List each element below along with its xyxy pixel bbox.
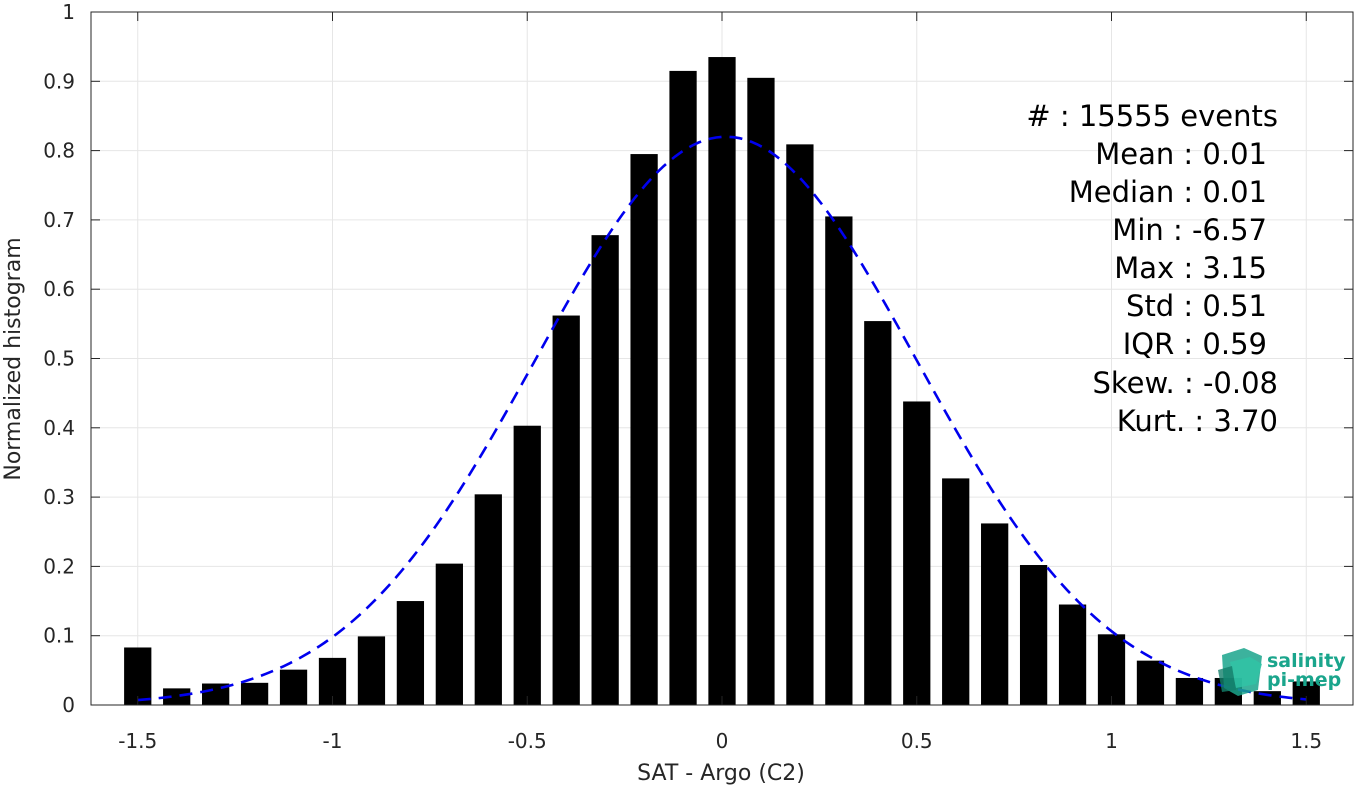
histogram-bar [1058, 604, 1087, 705]
x-tick-label: -1 [323, 729, 343, 753]
histogram-bars [124, 57, 1320, 706]
logo-text-line1: salinity [1267, 650, 1346, 672]
salinity-pi-mep-logo: salinity pi-mep [1218, 648, 1346, 696]
histogram-bar [1019, 565, 1048, 705]
histogram-bar [591, 235, 619, 705]
histogram-bar [825, 216, 853, 705]
y-tick-label: 0.3 [43, 485, 75, 509]
y-tick-label: 0 [62, 693, 75, 717]
x-tick-label: 1.5 [1290, 729, 1322, 753]
histogram-bar [124, 647, 152, 705]
stat-min: Min : -6.57 [1112, 213, 1267, 247]
stat-skew: Skew. : -0.08 [1092, 366, 1278, 400]
stat-max: Max : 3.15 [1114, 251, 1267, 285]
histogram-bar [669, 70, 697, 705]
y-tick-label: 0.4 [43, 416, 75, 440]
y-tick-label: 0.1 [43, 624, 75, 648]
stat-count: # : 15555 events [1026, 99, 1278, 133]
histogram-bar [435, 563, 463, 705]
histogram-bar [396, 601, 425, 705]
stat-iqr: IQR : 0.59 [1123, 327, 1267, 361]
histogram-bar [1253, 691, 1281, 705]
y-tick-label: 0.7 [43, 208, 75, 232]
stat-median: Median : 0.01 [1069, 175, 1267, 209]
histogram-bar [864, 321, 892, 705]
histogram-bar [786, 144, 814, 705]
y-tick-label: 1 [62, 0, 75, 24]
x-tick-label: -1.5 [118, 729, 157, 753]
histogram-bar [202, 683, 230, 705]
histogram-bar [708, 57, 736, 706]
logo-emblem-icon [1218, 648, 1262, 696]
histogram-bar [279, 669, 308, 705]
gaussian-fit-curve [137, 135, 1307, 702]
stat-kurt: Kurt. : 3.70 [1117, 404, 1278, 438]
histogram-bar [1136, 660, 1165, 705]
histogram-bar [474, 494, 502, 705]
statistics-annotation: # : 15555 events Mean : 0.01 Median : 0.… [1026, 99, 1278, 438]
x-tick-label: -0.5 [508, 729, 547, 753]
y-tick-label: 0.2 [43, 554, 75, 578]
histogram-bar [163, 688, 191, 705]
axis-ticks [91, 11, 1353, 706]
y-tick-label: 0.9 [43, 69, 75, 93]
x-tick-label: 0 [716, 729, 729, 753]
histogram-bar [1175, 677, 1204, 705]
x-axis-label: SAT - Argo (C2) [637, 761, 805, 786]
y-axis-label: Normalized histogram [1, 237, 26, 480]
y-tick-label: 0.8 [43, 139, 75, 163]
histogram-bar [1097, 634, 1126, 705]
histogram-bar [240, 682, 269, 705]
histogram-bar [513, 425, 541, 705]
x-tick-label: 1 [1105, 729, 1118, 753]
histogram-bar [552, 315, 580, 705]
y-tick-label: 0.5 [43, 347, 75, 371]
logo-text-line2: pi-mep [1267, 669, 1341, 691]
histogram-bar [903, 401, 931, 705]
y-tick-labels: 0 0.1 0.2 0.3 0.4 0.5 0.6 0.7 0.8 0.9 1 [43, 0, 75, 717]
stat-mean: Mean : 0.01 [1095, 137, 1267, 171]
histogram-bar [747, 77, 775, 705]
histogram-bar [357, 636, 386, 705]
histogram-bar [942, 478, 970, 705]
histogram-bar [1292, 681, 1320, 705]
stat-std: Std : 0.51 [1126, 289, 1267, 323]
histogram-bar [630, 154, 658, 705]
x-tick-labels: -1.5 -1 -0.5 0 0.5 1 1.5 [118, 729, 1322, 753]
histogram-bar [981, 523, 1009, 705]
x-tick-label: 0.5 [901, 729, 933, 753]
y-tick-label: 0.6 [43, 277, 75, 301]
